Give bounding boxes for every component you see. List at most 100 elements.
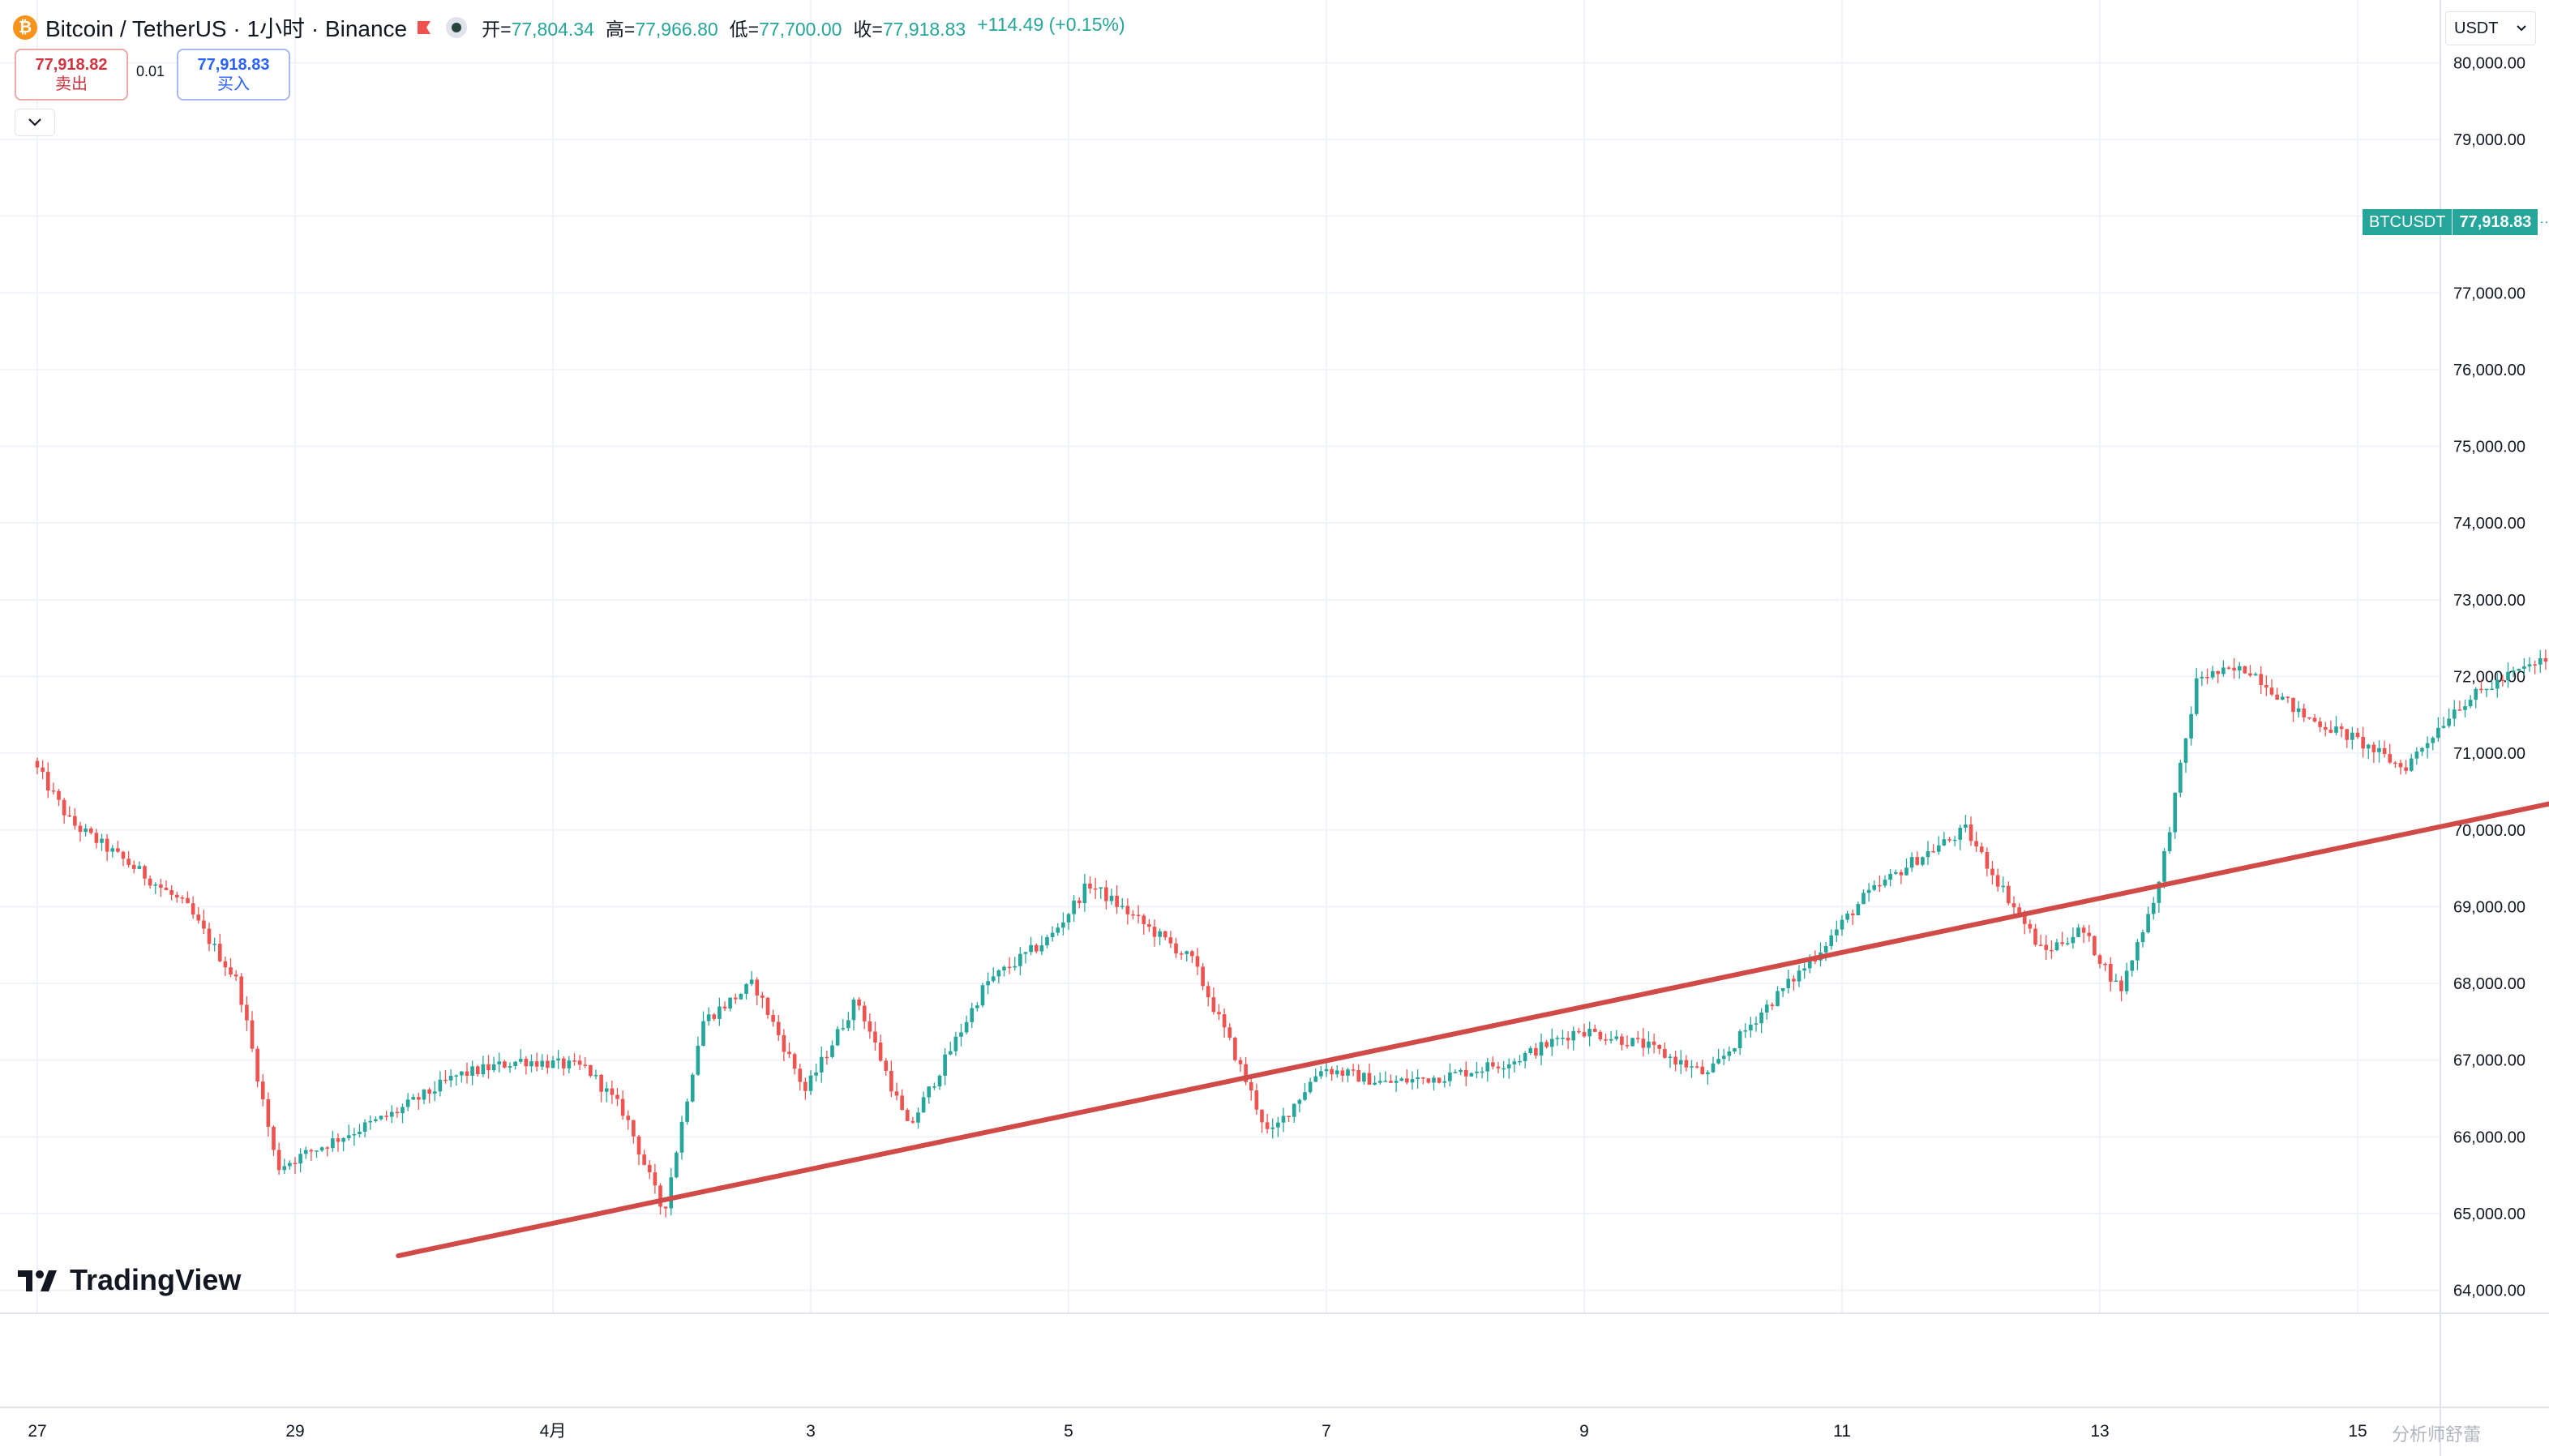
candle: [927, 1086, 932, 1104]
candle: [303, 1146, 308, 1159]
candle: [2447, 708, 2451, 728]
candle: [733, 993, 738, 1004]
candle: [212, 937, 216, 952]
candle: [932, 1082, 936, 1090]
flag-icon[interactable]: [415, 19, 433, 36]
price-change: +114.49 (+0.15%): [977, 14, 1125, 35]
candle: [561, 1056, 566, 1076]
buy-price: 77,918.83: [197, 56, 270, 74]
time-tick-label: 3: [806, 1422, 816, 1441]
candle: [718, 997, 722, 1026]
candle: [1625, 1035, 1630, 1049]
candle: [276, 1142, 281, 1176]
candle: [782, 1029, 786, 1062]
candle: [1109, 889, 1114, 906]
candle: [1635, 1030, 1640, 1043]
close-label: 收=: [853, 19, 883, 40]
price-tick-label: 64,000.00: [2453, 1283, 2525, 1300]
candle: [1265, 1113, 1270, 1134]
price-tick-label: 80,000.00: [2453, 54, 2525, 72]
candle: [1995, 868, 2000, 892]
candle: [2506, 662, 2510, 688]
candle: [851, 997, 856, 1031]
price-tick-label: 75,000.00: [2453, 439, 2525, 456]
candle: [841, 1019, 846, 1031]
candle: [1233, 1037, 1237, 1062]
candle: [1733, 1047, 1737, 1054]
candle: [137, 861, 142, 870]
candle: [417, 1092, 421, 1110]
candle: [405, 1093, 410, 1111]
currency-select[interactable]: USDT: [2445, 11, 2536, 45]
candle: [830, 1040, 834, 1059]
candle: [1480, 1067, 1484, 1079]
candle: [1888, 868, 1892, 887]
candle: [2414, 747, 2419, 765]
candle: [1463, 1061, 1468, 1086]
candle: [475, 1064, 480, 1077]
candle: [712, 1013, 717, 1021]
candle: [1340, 1067, 1345, 1082]
candle: [2173, 792, 2178, 839]
candle: [1367, 1063, 1372, 1086]
collapse-legend-button[interactable]: [15, 109, 55, 136]
candle: [2366, 743, 2371, 760]
candle: [1518, 1055, 1522, 1066]
candle: [583, 1056, 588, 1068]
candle: [1254, 1083, 1259, 1116]
candle: [1904, 858, 1909, 876]
sell-button[interactable]: 77,918.82 卖出: [15, 49, 128, 101]
candle: [1432, 1075, 1436, 1091]
candle: [2538, 649, 2543, 674]
candle: [2517, 668, 2521, 672]
candle: [1534, 1043, 1538, 1060]
candle: [653, 1163, 658, 1194]
candle: [2210, 666, 2215, 680]
candle: [518, 1049, 523, 1064]
candle: [2280, 692, 2285, 700]
candle: [513, 1060, 517, 1070]
price-axis[interactable]: 64,000.00 65,000.00 66,000.00 67,000.00 68,0…: [2453, 54, 2525, 1300]
candle: [1394, 1075, 1399, 1092]
price-tick-label: 71,000.00: [2453, 745, 2525, 763]
candle: [2323, 722, 2328, 737]
market-status-icon[interactable]: [446, 17, 468, 38]
candle: [1936, 836, 1941, 855]
candle: [975, 1001, 979, 1012]
candle: [1125, 898, 1130, 925]
candle: [1979, 842, 1984, 854]
candle: [250, 1011, 255, 1052]
candle: [819, 1046, 824, 1083]
symbol-title[interactable]: Bitcoin / TetherUS · 1小时 · Binance: [45, 16, 408, 41]
candle: [900, 1089, 904, 1111]
candle: [1926, 841, 1930, 865]
time-axis[interactable]: 27294月3579111315171921232527295月3: [28, 1422, 2549, 1441]
candle: [2103, 962, 2107, 971]
candle: [1013, 957, 1017, 971]
candle: [632, 1120, 636, 1144]
tradingview-logo[interactable]: TradingView: [18, 1263, 241, 1297]
candle: [1759, 1008, 1763, 1034]
candle: [1506, 1058, 1511, 1079]
candle: [1802, 961, 1806, 979]
candle: [41, 760, 45, 780]
candle: [105, 833, 109, 862]
candle: [401, 1103, 405, 1124]
candle: [675, 1150, 679, 1179]
candle: [78, 821, 83, 842]
candle: [2167, 826, 2172, 854]
time-tick-label: 11: [1833, 1422, 1851, 1441]
bitcoin-icon[interactable]: ₿: [13, 15, 37, 40]
candle: [1147, 919, 1151, 932]
candle: [116, 841, 120, 854]
candle: [448, 1069, 453, 1088]
candle: [2474, 687, 2478, 709]
candle: [460, 1071, 464, 1083]
buy-button[interactable]: 77,918.83 买入: [177, 49, 290, 101]
trendline[interactable]: [396, 224, 2549, 1259]
candle: [706, 1007, 711, 1026]
candle: [1093, 877, 1098, 900]
candle: [2200, 671, 2204, 687]
